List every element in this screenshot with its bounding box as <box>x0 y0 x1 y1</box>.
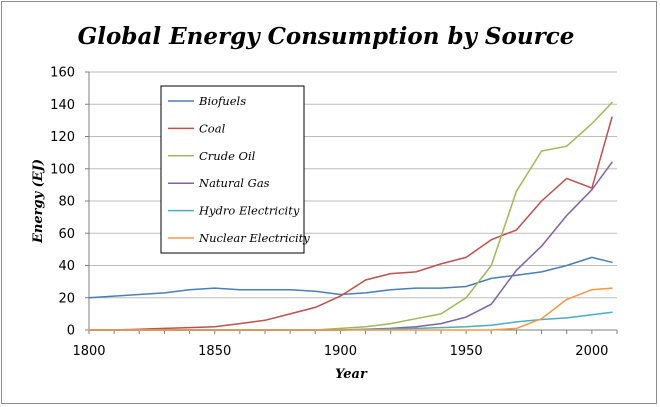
y-tick-label: 120 <box>50 130 75 145</box>
legend-label-crude-oil: Crude Oil <box>199 149 256 163</box>
legend-label-biofuels: Biofuels <box>198 94 246 108</box>
y-axis-title: Energy (EJ) <box>31 159 46 244</box>
y-tick-label: 80 <box>58 195 75 210</box>
legend-label-natural-gas: Natural Gas <box>198 176 270 190</box>
x-tick-label: 1950 <box>450 344 483 359</box>
x-tick-label: 1850 <box>198 344 231 359</box>
series-layer <box>88 101 613 331</box>
legend: Biofuels Coal Crude Oil Natural Gas Hydro El… <box>160 85 310 254</box>
legend-label-hydro-electricity: Hydro Electricity <box>198 204 300 218</box>
y-tick-label: 20 <box>58 291 75 306</box>
series-line-biofuels <box>88 256 613 299</box>
legend-label-coal: Coal <box>199 121 226 135</box>
series-line-coal <box>88 116 613 331</box>
y-tick-label: 160 <box>50 66 75 81</box>
y-tick-label: 0 <box>67 324 75 339</box>
x-axis-title: Year <box>335 367 368 382</box>
y-tick-label: 60 <box>58 227 75 242</box>
legend-box <box>160 85 305 254</box>
legend-label-nuclear-electricity: Nuclear Electricity <box>198 231 310 245</box>
chart-title: Global Energy Consumption by Source <box>78 23 575 50</box>
axis-layer: 0 20 40 60 80 100 120 140 160 1800 1850 1900 1950 200… <box>50 66 618 359</box>
x-tick-label: 2000 <box>575 344 608 359</box>
y-tick-label: 40 <box>58 259 75 274</box>
series-line-nuclear-electricity <box>88 287 613 331</box>
x-tick-label: 1800 <box>72 344 105 359</box>
y-tick-label: 140 <box>50 98 75 113</box>
x-tick-label: 1900 <box>324 344 357 359</box>
y-tick-label: 100 <box>50 162 75 177</box>
